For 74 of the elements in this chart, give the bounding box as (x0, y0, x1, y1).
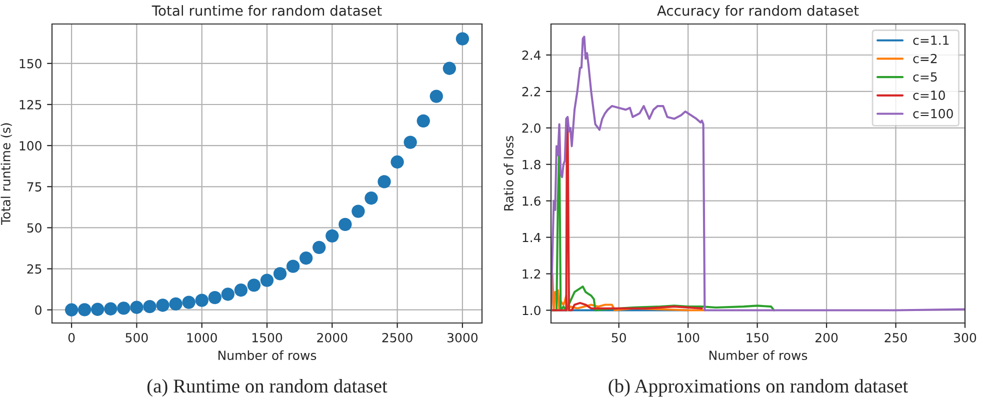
point (326, 229, 339, 243)
point (404, 136, 417, 149)
y-axis-title: Ratio of loss (504, 136, 514, 210)
point (352, 204, 365, 218)
y-axis-title: Total runtime (s) (0, 123, 12, 225)
point (273, 267, 287, 280)
point (208, 290, 222, 304)
legend-label: c=5 (913, 72, 937, 82)
point (117, 302, 130, 315)
text: (a) Runtime on random dataset (147, 378, 388, 397)
point (247, 278, 261, 292)
point (104, 302, 118, 316)
y-tick-label: 1.4 (522, 232, 541, 242)
point (338, 218, 352, 232)
x-tick-label: 0 (68, 332, 75, 342)
legend-label: c=2 (913, 54, 937, 64)
y-tick-label: 1.2 (522, 269, 540, 279)
x-axis-title: Number of rows (710, 350, 808, 360)
y-tick-label: 75 (27, 182, 42, 192)
x-tick-label: 1500 (252, 332, 282, 342)
point (312, 240, 326, 254)
legend-label: c=1.1 (913, 36, 949, 45)
point (169, 297, 182, 311)
point (143, 300, 156, 314)
point (234, 284, 248, 297)
y-tick-label: 1.0 (522, 306, 540, 316)
x-tick-label: 150 (746, 332, 768, 342)
chart-title: Accuracy for random dataset (657, 5, 859, 19)
y-tick-label: 2.2 (522, 86, 540, 96)
y-tick-label: 2.4 (522, 50, 541, 60)
point (156, 298, 170, 312)
text: (b) Approximations on random dataset (608, 378, 908, 397)
point (456, 32, 470, 46)
y-tick-label: 1.8 (522, 160, 540, 170)
point (64, 303, 78, 316)
x-tick-label: 2500 (382, 332, 412, 342)
point (378, 175, 391, 188)
point (286, 260, 300, 273)
point (364, 192, 378, 205)
x-axis-title: Number of rows (218, 350, 316, 360)
y-tick-label: 1.6 (522, 196, 540, 206)
point (130, 300, 144, 314)
y-tick-label: 2.0 (522, 123, 540, 133)
point (430, 90, 443, 103)
point (91, 302, 104, 316)
y-tick-label: 125 (20, 100, 42, 110)
x-tick-label: 50 (612, 332, 626, 342)
y-tick-label: 150 (20, 58, 42, 68)
point (390, 155, 404, 169)
y-tick-label: 50 (27, 223, 42, 233)
point (195, 294, 208, 307)
point (78, 303, 92, 316)
line-series (551, 36, 965, 312)
chart-title: Total runtime for random dataset (152, 5, 382, 16)
x-tick-label: 200 (816, 332, 838, 342)
x-tick-label: 1000 (187, 332, 217, 342)
y-tick-label: 25 (27, 264, 42, 274)
x-tick-label: 3000 (448, 332, 478, 342)
point (300, 252, 313, 265)
x-tick-label: 300 (954, 332, 976, 342)
point (416, 114, 430, 128)
x-tick-label: 100 (678, 332, 700, 342)
point (260, 274, 274, 287)
legend-label: c=100 (913, 108, 953, 118)
x-tick-label: 2000 (317, 332, 348, 342)
point (221, 288, 234, 301)
point (442, 62, 456, 75)
legend-label: c=10 (913, 90, 945, 100)
y-tick-label: 100 (20, 141, 42, 150)
line-series (551, 272, 706, 312)
x-tick-label: 250 (884, 332, 907, 342)
x-tick-label: 500 (126, 332, 148, 342)
y-tick-label: 0 (35, 305, 42, 315)
point (182, 296, 196, 309)
